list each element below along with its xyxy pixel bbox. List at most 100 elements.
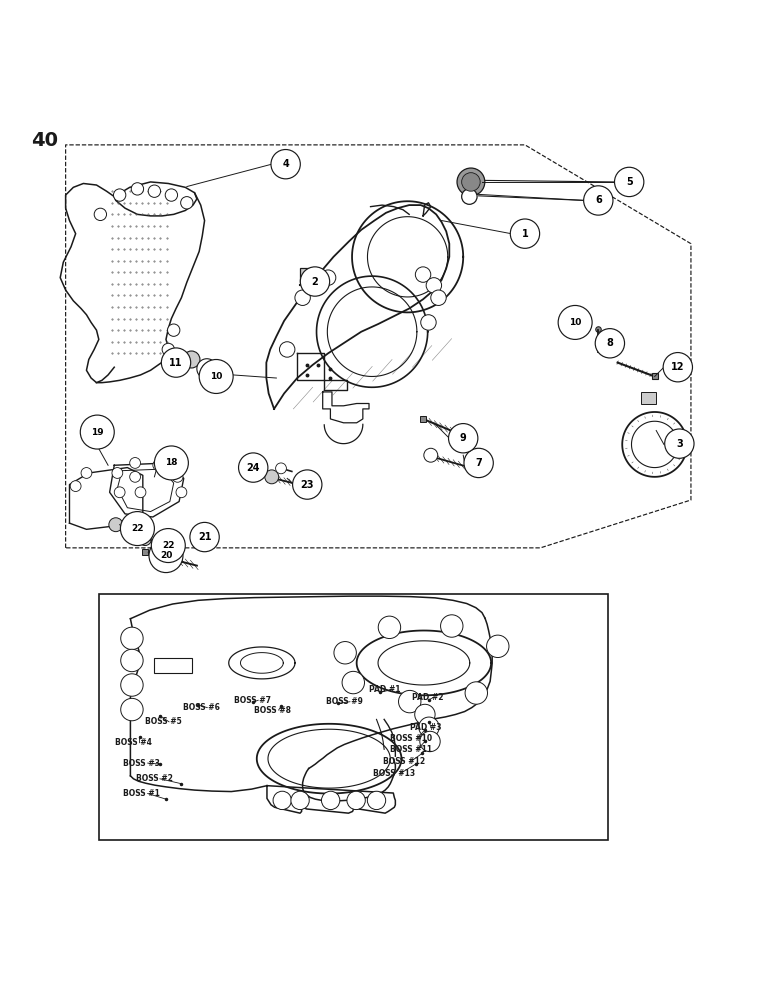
Text: PAD #1: PAD #1	[369, 685, 401, 694]
Text: 18: 18	[165, 458, 178, 467]
Circle shape	[273, 791, 291, 810]
Text: 8: 8	[607, 338, 613, 348]
Text: 2: 2	[312, 277, 318, 287]
Text: 10: 10	[210, 372, 222, 381]
Circle shape	[418, 717, 439, 737]
Text: 22: 22	[131, 524, 144, 533]
Circle shape	[176, 487, 187, 498]
Circle shape	[424, 448, 438, 462]
Text: 23: 23	[300, 480, 314, 490]
Circle shape	[151, 529, 185, 563]
Circle shape	[239, 453, 268, 482]
Circle shape	[307, 278, 323, 293]
Circle shape	[320, 270, 336, 285]
Text: BOSS #7: BOSS #7	[234, 696, 271, 705]
Text: 5: 5	[626, 177, 632, 187]
Circle shape	[135, 487, 146, 498]
Circle shape	[378, 616, 401, 639]
Text: 6: 6	[595, 195, 601, 205]
Circle shape	[190, 522, 219, 552]
Circle shape	[162, 343, 174, 356]
Circle shape	[131, 183, 144, 195]
Circle shape	[465, 682, 487, 704]
Text: 7: 7	[476, 458, 482, 468]
Circle shape	[130, 471, 141, 482]
Text: BOSS #9: BOSS #9	[326, 697, 362, 706]
Circle shape	[172, 471, 183, 482]
Text: 19: 19	[91, 428, 103, 437]
Text: BOSS #6: BOSS #6	[183, 703, 220, 712]
Circle shape	[112, 468, 123, 478]
Circle shape	[161, 348, 191, 377]
Circle shape	[342, 671, 364, 694]
Circle shape	[276, 463, 286, 474]
Circle shape	[291, 791, 310, 810]
Circle shape	[183, 351, 200, 368]
Circle shape	[347, 791, 365, 810]
Circle shape	[321, 791, 340, 810]
Circle shape	[197, 359, 217, 379]
Text: BOSS #13: BOSS #13	[373, 769, 415, 778]
Circle shape	[265, 470, 279, 484]
Text: BOSS #4: BOSS #4	[115, 738, 152, 747]
Text: 4: 4	[283, 159, 289, 169]
Circle shape	[80, 415, 114, 449]
Circle shape	[120, 649, 143, 672]
Text: 40: 40	[31, 131, 58, 150]
Circle shape	[70, 481, 81, 492]
Circle shape	[148, 185, 161, 197]
Circle shape	[81, 468, 92, 478]
Circle shape	[120, 698, 143, 721]
Circle shape	[584, 186, 613, 215]
Bar	[300, 268, 317, 282]
Circle shape	[199, 359, 233, 393]
Circle shape	[181, 197, 193, 209]
Circle shape	[202, 364, 212, 373]
Circle shape	[94, 208, 107, 221]
Circle shape	[441, 615, 463, 637]
Circle shape	[154, 446, 188, 480]
Bar	[99, 594, 608, 840]
Circle shape	[663, 353, 692, 382]
Text: BOSS #1: BOSS #1	[124, 789, 160, 798]
Circle shape	[246, 454, 263, 471]
Circle shape	[665, 429, 694, 458]
Circle shape	[153, 460, 164, 471]
Text: 21: 21	[198, 532, 212, 542]
Circle shape	[464, 448, 493, 478]
Circle shape	[415, 267, 431, 282]
Circle shape	[421, 315, 436, 330]
Text: 24: 24	[246, 463, 260, 473]
Text: 12: 12	[671, 362, 685, 372]
Bar	[641, 392, 656, 403]
Circle shape	[558, 305, 592, 339]
Circle shape	[367, 791, 386, 810]
Text: BOSS #8: BOSS #8	[254, 706, 291, 715]
Bar	[154, 658, 192, 673]
Circle shape	[149, 539, 183, 573]
Circle shape	[426, 278, 442, 293]
Text: 11: 11	[169, 358, 183, 368]
Text: 22: 22	[162, 541, 174, 550]
Circle shape	[415, 704, 435, 725]
Text: BOSS #10: BOSS #10	[391, 734, 432, 743]
Circle shape	[168, 324, 180, 336]
Circle shape	[398, 690, 421, 713]
Circle shape	[139, 533, 151, 546]
Circle shape	[279, 342, 295, 357]
Text: BOSS #11: BOSS #11	[391, 745, 432, 754]
Circle shape	[120, 627, 143, 650]
Text: BOSS #12: BOSS #12	[383, 757, 425, 766]
Circle shape	[165, 189, 178, 201]
Circle shape	[300, 267, 330, 296]
Circle shape	[334, 642, 357, 664]
Text: BOSS #5: BOSS #5	[144, 717, 181, 726]
Circle shape	[130, 458, 141, 468]
Circle shape	[109, 518, 123, 532]
Circle shape	[420, 731, 440, 752]
Text: 10: 10	[569, 318, 581, 327]
Circle shape	[462, 173, 480, 191]
Circle shape	[431, 290, 446, 305]
Text: BOSS #3: BOSS #3	[124, 759, 160, 768]
Text: PAD #2: PAD #2	[412, 693, 444, 702]
